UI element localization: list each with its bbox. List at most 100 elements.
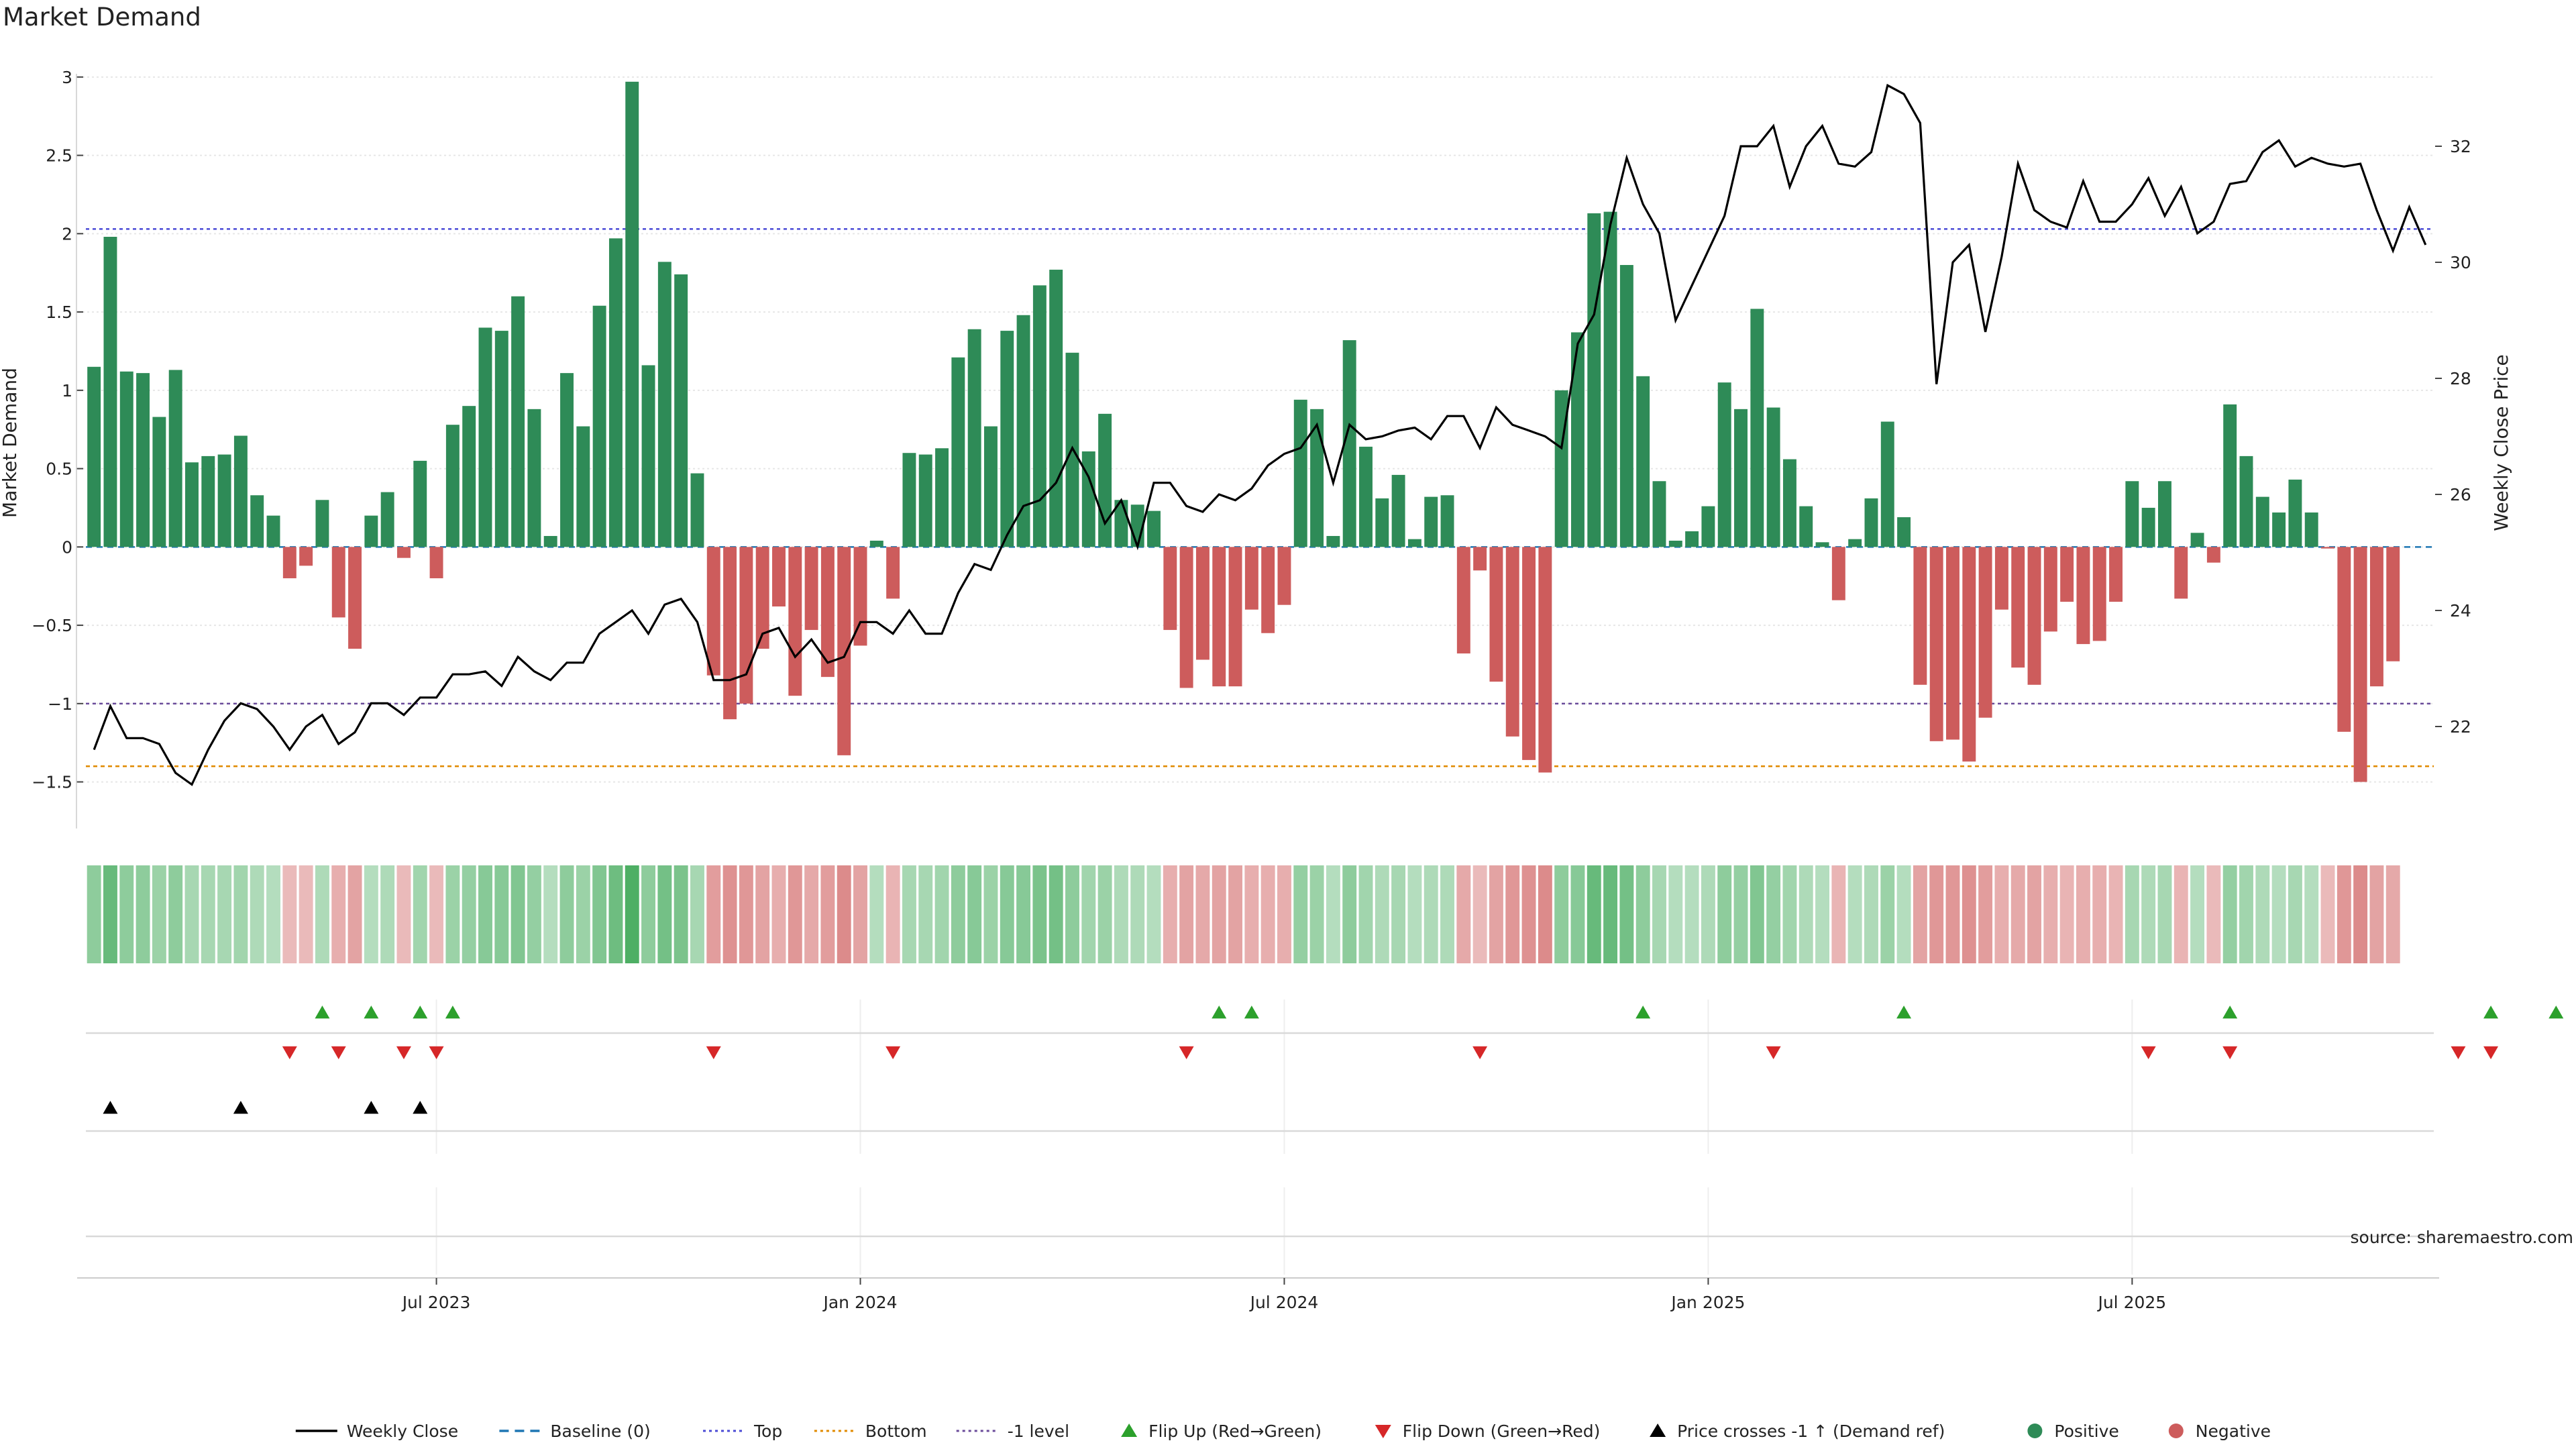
demand-bar — [1880, 421, 1894, 547]
demand-bar — [1652, 481, 1666, 547]
heatmap-cell — [1635, 865, 1650, 963]
demand-bar — [625, 81, 639, 547]
heatmap-cell — [755, 865, 770, 963]
heatmap-cell — [1375, 865, 1389, 963]
heatmap-cell — [1146, 865, 1161, 963]
demand-bar — [331, 547, 345, 618]
heatmap-cell — [1179, 865, 1194, 963]
demand-bar — [119, 371, 133, 547]
heatmap-cell — [2190, 865, 2205, 963]
y2-tick-label: 22 — [2450, 717, 2471, 737]
demand-bar — [2174, 547, 2188, 599]
demand-bar — [2043, 547, 2057, 632]
heatmap-cell — [902, 865, 916, 963]
demand-bar — [641, 365, 655, 547]
y-tick-label: −0.5 — [32, 616, 72, 635]
demand-bar — [299, 547, 313, 566]
heatmap-cell — [2043, 865, 2058, 963]
heatmap-cell — [233, 865, 248, 963]
heatmap-cell — [136, 865, 150, 963]
heatmap-cell — [1277, 865, 1291, 963]
demand-bar — [1424, 496, 1438, 547]
y-tick-label: 2.5 — [46, 146, 72, 166]
heatmap-cell — [1994, 865, 2009, 963]
demand-bars — [87, 81, 2400, 782]
demand-bar — [576, 426, 590, 547]
heatmap-cell — [119, 865, 134, 963]
demand-bar — [592, 305, 606, 547]
demand-bar — [1570, 332, 1585, 547]
heatmap-cell — [1081, 865, 1096, 963]
demand-bar — [2255, 496, 2269, 547]
heatmap-cell — [1489, 865, 1503, 963]
heatmap-cell — [967, 865, 982, 963]
reference-lines — [86, 228, 2434, 767]
y-tick-label: 1.5 — [46, 303, 72, 322]
demand-bar — [1831, 547, 1845, 600]
price-cross-marker — [364, 1101, 379, 1114]
price-cross-marker — [233, 1101, 248, 1114]
flip-up-marker — [413, 1006, 428, 1019]
demand-bar — [755, 547, 769, 649]
heatmap-cell — [2320, 865, 2335, 963]
demand-bar — [902, 453, 916, 547]
demand-bar — [1049, 270, 1063, 547]
heatmap-cell — [2353, 865, 2368, 963]
demand-bar — [2386, 547, 2400, 661]
legend-label: Positive — [2054, 1421, 2118, 1441]
demand-bar — [657, 262, 672, 547]
y-tick-label: 2 — [62, 224, 72, 244]
demand-bar — [918, 454, 932, 547]
heatmap-cell — [1358, 865, 1373, 963]
weekly-close-line — [93, 83, 2427, 786]
flip-down-marker — [282, 1046, 297, 1059]
x-tick-label: Jul 2024 — [1249, 1293, 1319, 1312]
heatmap-cell — [1407, 865, 1422, 963]
demand-bar — [951, 357, 965, 547]
demand-bar — [2125, 481, 2139, 547]
demand-bar — [1538, 547, 1552, 773]
heatmap-cell — [347, 865, 362, 963]
legend-label: Flip Up (Red→Green) — [1148, 1421, 1322, 1441]
legend-swatch — [1121, 1424, 1138, 1437]
heatmap-cell — [1831, 865, 1846, 963]
heatmap-cell — [87, 865, 101, 963]
heatmap-cell — [2092, 865, 2107, 963]
heatmap-cell — [1717, 865, 1732, 963]
demand-bar — [201, 455, 215, 547]
price-cross-marker — [413, 1101, 428, 1114]
demand-bar — [1326, 535, 1340, 547]
heatmap-cell — [837, 865, 851, 963]
demand-bar — [1636, 376, 1650, 547]
heatmap-cell — [429, 865, 444, 963]
heatmap-cell — [1847, 865, 1862, 963]
price-cross-marker — [103, 1101, 118, 1114]
heatmap-cell — [788, 865, 802, 963]
demand-bar — [1815, 542, 1829, 547]
heatmap-cell — [1962, 865, 1976, 963]
source-label: source: sharemaestro.com — [2351, 1228, 2574, 1247]
heatmap-cell — [951, 865, 965, 963]
y-tick-label: 1 — [62, 381, 72, 400]
heatmap-cell — [2255, 865, 2270, 963]
heatmap-cell — [527, 865, 541, 963]
heatmap-cell — [2206, 865, 2221, 963]
heatmap-cell — [559, 865, 574, 963]
demand-bar — [820, 547, 835, 678]
demand-bar — [2109, 547, 2123, 602]
heatmap-cell — [1750, 865, 1764, 963]
demand-bar — [217, 454, 231, 547]
heatmap-cell — [1097, 865, 1112, 963]
heatmap-cell — [641, 865, 655, 963]
heatmap-cell — [1456, 865, 1471, 963]
demand-bar — [690, 473, 704, 547]
y2-axis-label: Weekly Close Price — [2490, 354, 2512, 531]
heatmap-cell — [739, 865, 753, 963]
heatmap-cell — [543, 865, 558, 963]
y-axis-label: Market Demand — [0, 368, 21, 518]
demand-bar — [1962, 547, 1976, 762]
demand-bar — [2011, 547, 2025, 668]
flip-down-marker — [1766, 1046, 1781, 1059]
x-tick-label: Jan 2024 — [822, 1293, 897, 1312]
